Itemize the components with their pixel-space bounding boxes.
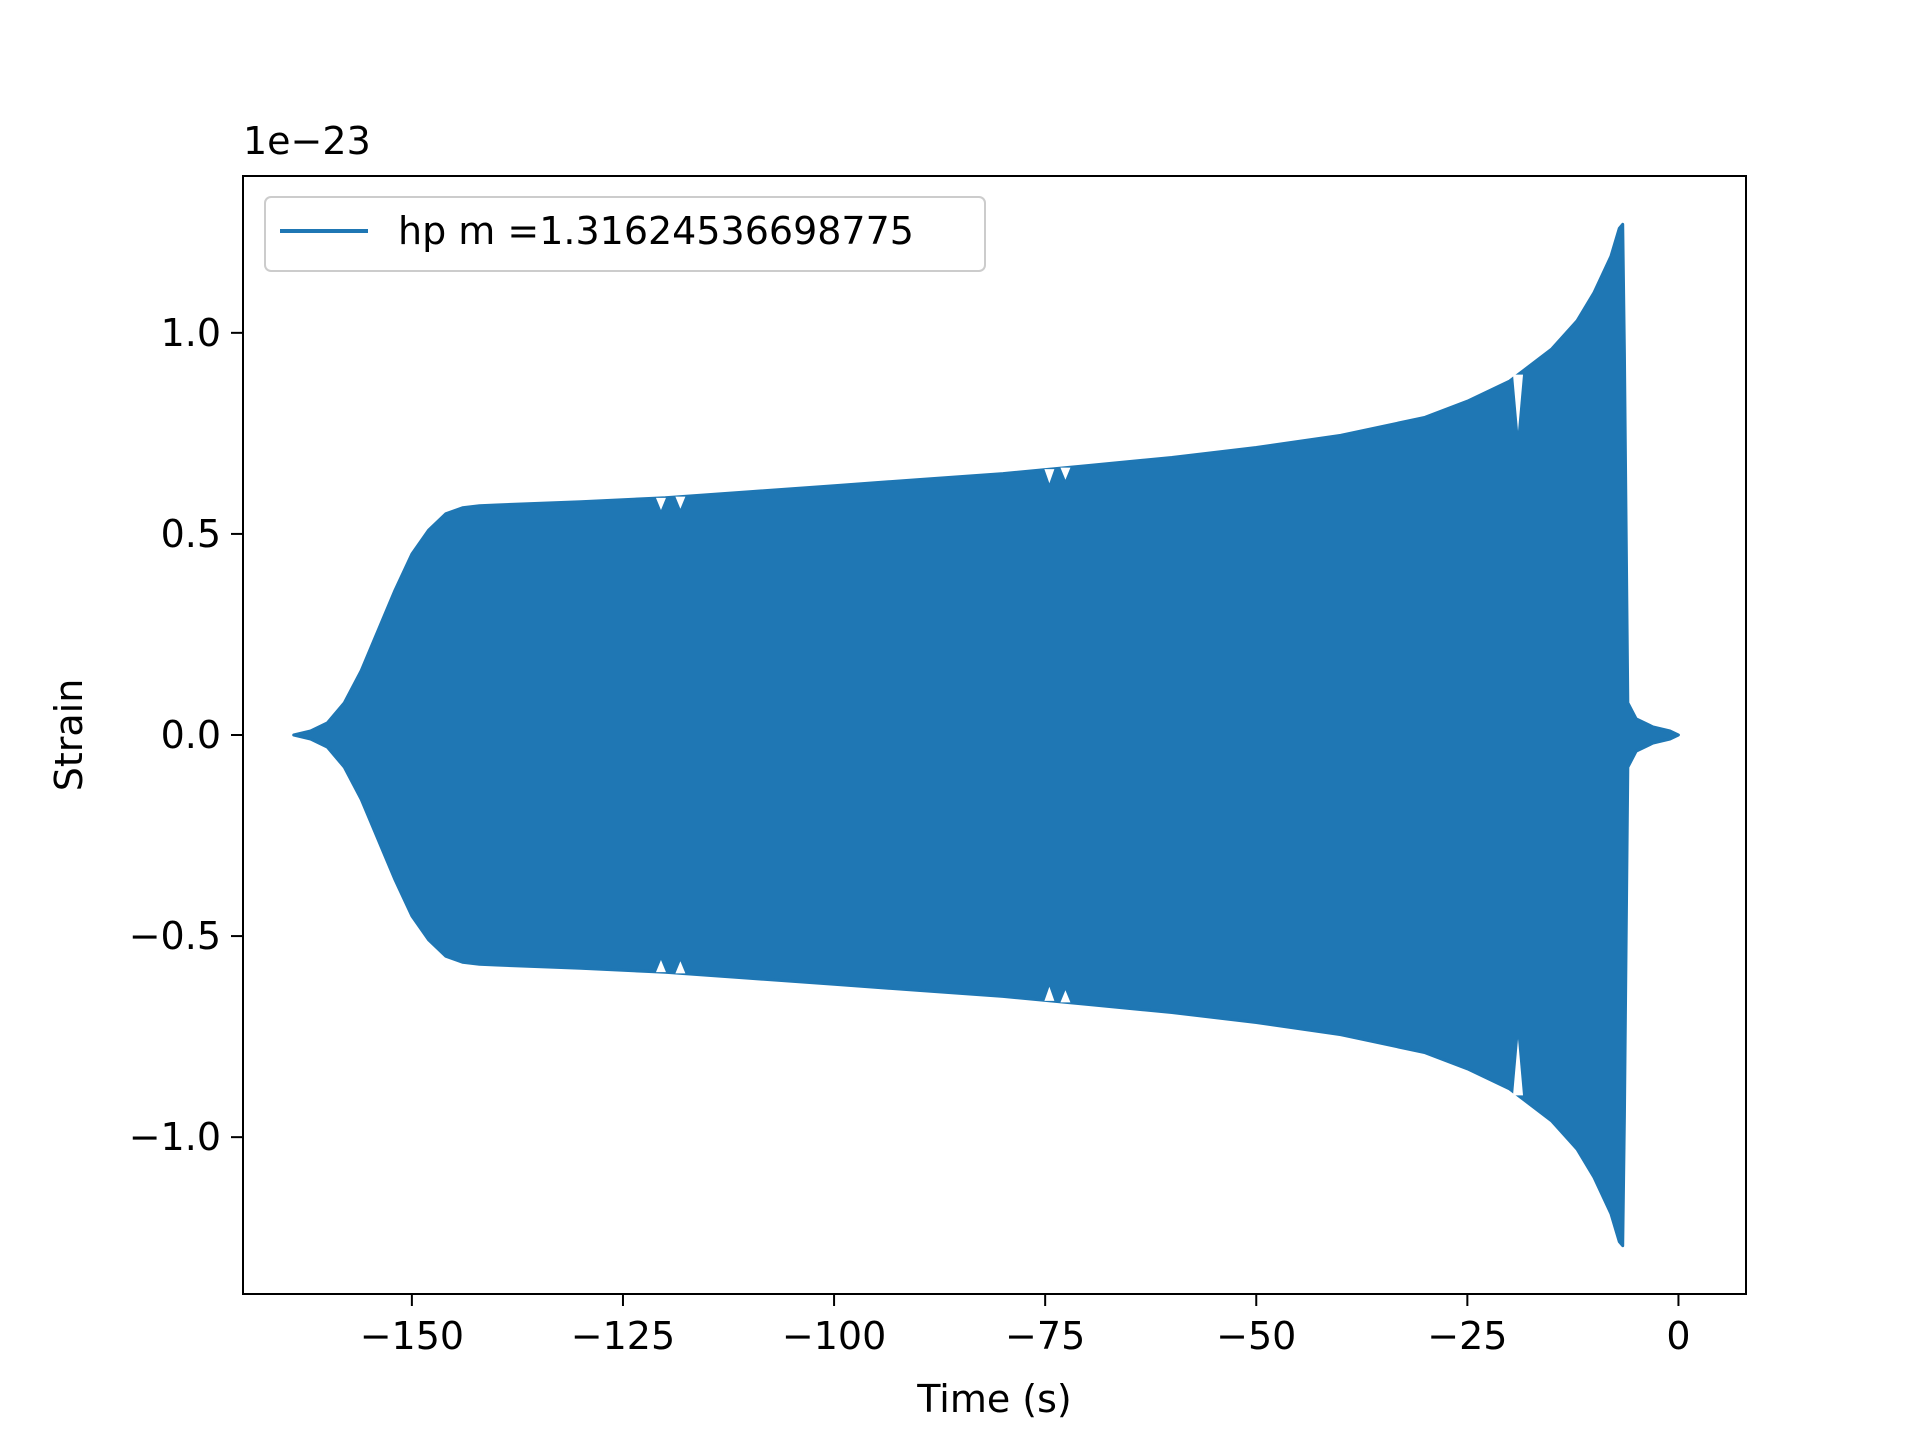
- envelope-notch: [655, 497, 666, 510]
- legend: hp m =1.31624536698775: [264, 196, 986, 272]
- envelope-notch: [1060, 467, 1071, 480]
- plot-area: [292, 222, 1680, 1248]
- envelope-notch: [1513, 1039, 1524, 1096]
- legend-entry: hp m =1.31624536698775: [398, 209, 914, 253]
- legend-box: [264, 196, 986, 272]
- envelope-notch: [1044, 986, 1055, 1001]
- envelope-notch: [1044, 469, 1055, 484]
- x-axis-label: Time (s): [916, 1377, 1072, 1421]
- envelope-notch: [1060, 990, 1071, 1003]
- envelope-notch: [675, 961, 686, 974]
- envelope-notch: [655, 960, 666, 973]
- x-tick-label: −75: [1005, 1314, 1085, 1358]
- y-tick-label: 1.0: [161, 311, 221, 355]
- x-tick-label: −25: [1427, 1314, 1507, 1358]
- y-tick-label: −0.5: [129, 914, 221, 958]
- x-tick-label: −150: [360, 1314, 464, 1358]
- x-tick-label: −50: [1216, 1314, 1296, 1358]
- y-tick-label: 0.0: [161, 713, 221, 757]
- y-tick-label: −1.0: [129, 1115, 221, 1159]
- x-tick-label: −125: [571, 1314, 675, 1358]
- series-line-hp: [292, 222, 1680, 1248]
- y-offset-text: 1e−23: [243, 119, 371, 163]
- y-tick-label: 0.5: [161, 512, 221, 556]
- y-axis: −1.0 −0.5 0.0 0.5 1.0: [129, 311, 243, 1159]
- x-tick-label: 0: [1666, 1314, 1690, 1358]
- envelope-notch: [675, 496, 686, 509]
- y-axis-label: Strain: [47, 679, 91, 792]
- envelope-notch: [1513, 374, 1524, 431]
- x-tick-label: −100: [782, 1314, 886, 1358]
- x-axis: −150 −125 −100 −75 −50 −25 0: [360, 1294, 1691, 1358]
